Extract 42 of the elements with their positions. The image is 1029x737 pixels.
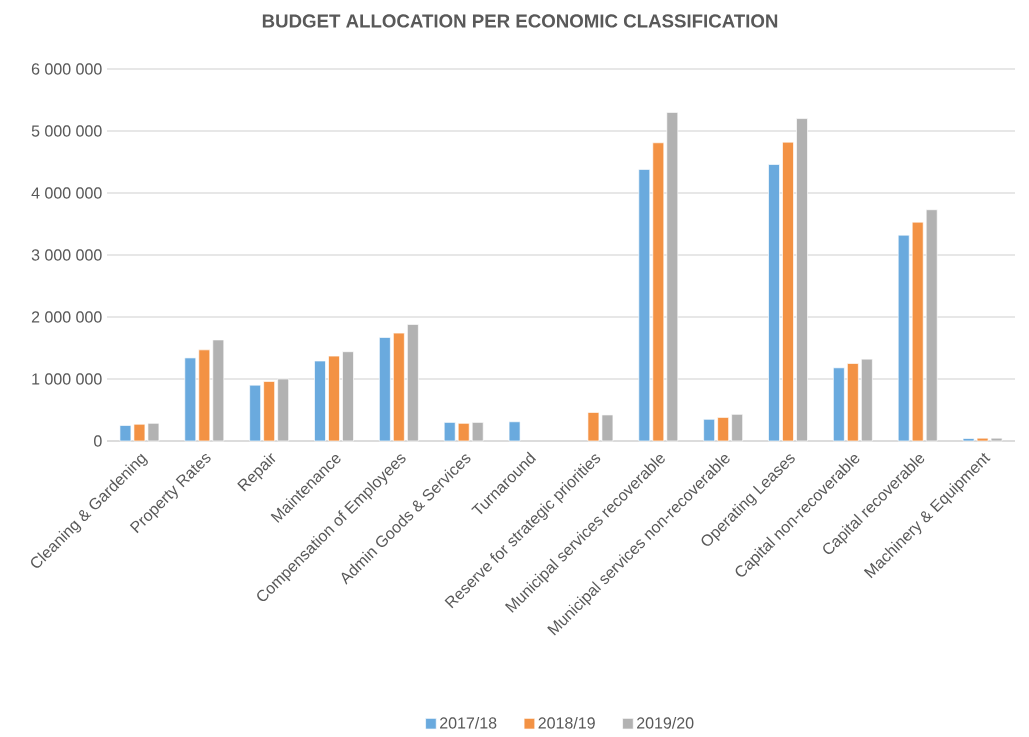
bar bbox=[443, 422, 456, 442]
y-tick-label: 0 bbox=[94, 435, 102, 447]
legend-label: 2019/20 bbox=[637, 716, 694, 729]
legend-label: 2017/18 bbox=[440, 716, 497, 729]
bar bbox=[314, 360, 326, 442]
bar bbox=[666, 112, 679, 442]
y-tick-label: 2 000 000 bbox=[31, 311, 102, 323]
bar bbox=[328, 355, 340, 442]
bar bbox=[263, 381, 275, 442]
y-tick-label: 3 000 000 bbox=[31, 249, 102, 261]
bar bbox=[638, 169, 651, 442]
bar bbox=[277, 378, 289, 442]
bar bbox=[212, 339, 225, 442]
bar bbox=[911, 221, 924, 442]
bar bbox=[342, 351, 354, 442]
y-tick-label: 4 000 000 bbox=[31, 187, 102, 199]
bar bbox=[847, 363, 859, 442]
bar bbox=[379, 337, 391, 442]
legend-label: 2018/19 bbox=[538, 716, 595, 729]
y-tick-label: 5 000 000 bbox=[31, 125, 102, 137]
chart-title: BUDGET ALLOCATION PER ECONOMIC CLASSIFICATION bbox=[262, 14, 778, 28]
bar bbox=[782, 141, 794, 442]
bar bbox=[703, 418, 715, 442]
bar bbox=[508, 421, 521, 442]
bar bbox=[407, 324, 419, 442]
bar bbox=[897, 234, 910, 442]
bar bbox=[393, 332, 405, 442]
y-tick-label: 6 000 000 bbox=[31, 63, 102, 75]
y-tick-label: 1 000 000 bbox=[32, 373, 102, 385]
bar bbox=[796, 118, 808, 442]
bar bbox=[198, 349, 211, 442]
bar bbox=[833, 367, 845, 442]
bar bbox=[184, 357, 197, 442]
bar bbox=[471, 422, 484, 442]
bar bbox=[652, 142, 665, 442]
bar bbox=[457, 422, 470, 442]
bar bbox=[731, 413, 743, 442]
bar bbox=[861, 358, 873, 442]
bar bbox=[249, 384, 261, 442]
bar bbox=[768, 164, 780, 442]
bar bbox=[717, 417, 729, 442]
bar bbox=[925, 209, 938, 442]
